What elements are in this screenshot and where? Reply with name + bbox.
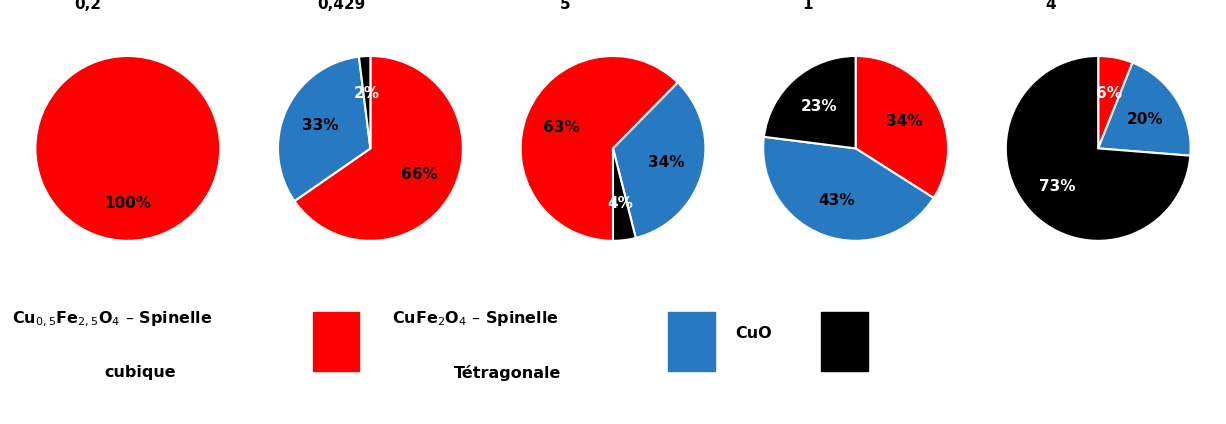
Wedge shape <box>1098 63 1190 156</box>
Text: Cu: Cu <box>971 0 1003 3</box>
Text: 34%: 34% <box>649 155 685 170</box>
Text: Cu: Cu <box>485 0 519 3</box>
Text: 4: 4 <box>1045 0 1056 12</box>
Text: 0,429: 0,429 <box>318 0 365 12</box>
Text: 34%: 34% <box>886 114 922 129</box>
Wedge shape <box>613 83 705 238</box>
Text: Cu$_{0,5}$Fe$_{2,5}$O$_4$ – Spinelle: Cu$_{0,5}$Fe$_{2,5}$O$_4$ – Spinelle <box>12 309 212 329</box>
Wedge shape <box>1098 56 1133 148</box>
Text: Cu: Cu <box>243 0 276 3</box>
Text: 66%: 66% <box>401 167 438 181</box>
Wedge shape <box>764 137 934 241</box>
Bar <box>313 312 359 371</box>
Wedge shape <box>359 56 370 148</box>
Wedge shape <box>521 56 678 241</box>
Text: 33%: 33% <box>302 118 338 133</box>
Text: 63%: 63% <box>543 120 580 135</box>
Text: 100%: 100% <box>104 196 151 211</box>
Text: 43%: 43% <box>819 193 855 208</box>
Bar <box>821 312 868 371</box>
Text: 5: 5 <box>560 0 570 12</box>
Wedge shape <box>36 56 221 241</box>
Wedge shape <box>278 57 370 201</box>
Wedge shape <box>613 148 636 241</box>
Wedge shape <box>856 56 948 198</box>
Text: 1: 1 <box>803 0 813 12</box>
Wedge shape <box>294 56 462 241</box>
Text: CuFe$_2$O$_4$ – Spinelle: CuFe$_2$O$_4$ – Spinelle <box>392 309 559 328</box>
Text: 2%: 2% <box>354 86 380 100</box>
Text: cubique: cubique <box>104 365 175 380</box>
Text: Tétragonale: Tétragonale <box>454 365 562 381</box>
Bar <box>668 312 715 371</box>
Text: 20%: 20% <box>1127 112 1163 127</box>
Text: 0,2: 0,2 <box>75 0 102 12</box>
Wedge shape <box>764 56 856 148</box>
Text: 73%: 73% <box>1040 179 1075 193</box>
Text: 4%: 4% <box>607 196 633 211</box>
Text: 6%: 6% <box>1096 86 1122 101</box>
Text: 23%: 23% <box>801 99 837 114</box>
Text: Cu: Cu <box>1 0 33 3</box>
Text: Cu: Cu <box>728 0 761 3</box>
Wedge shape <box>1005 56 1190 241</box>
Text: CuO: CuO <box>736 326 772 340</box>
